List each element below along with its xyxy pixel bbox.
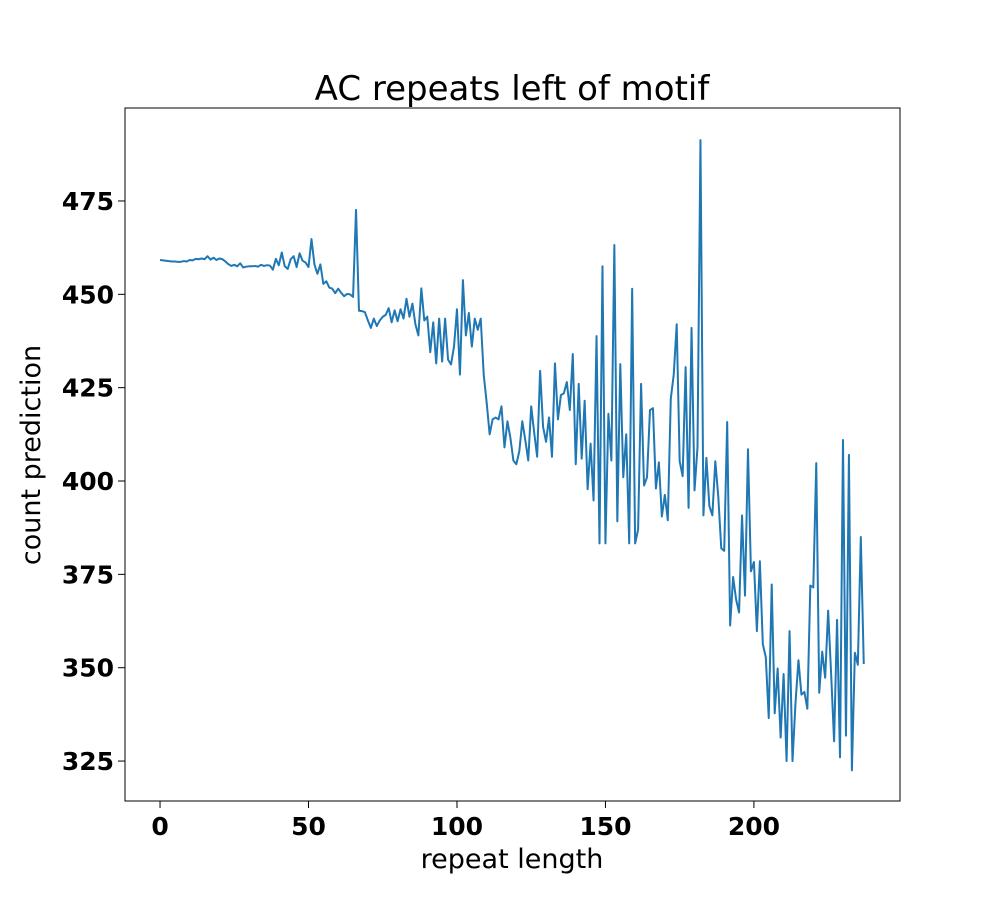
y-tick-label: 325 (62, 747, 114, 776)
x-tick-label: 100 (431, 812, 483, 841)
data-line (159, 139, 865, 772)
y-tick-label: 475 (62, 187, 114, 216)
plot-frame (124, 107, 901, 802)
y-axis-label: count prediction (16, 345, 47, 565)
y-tick-label: 450 (62, 280, 114, 309)
x-tick-label: 0 (151, 812, 168, 841)
y-tick-label: 350 (62, 654, 114, 683)
y-tick-label: 425 (62, 374, 114, 403)
x-tick-label: 200 (728, 812, 780, 841)
x-tick-label: 150 (579, 812, 631, 841)
y-tick-label: 400 (62, 467, 114, 496)
chart-title: AC repeats left of motif (315, 69, 711, 109)
y-tick-label: 375 (62, 560, 114, 589)
x-tick-label: 50 (291, 812, 326, 841)
x-axis-label: repeat length (421, 844, 604, 875)
